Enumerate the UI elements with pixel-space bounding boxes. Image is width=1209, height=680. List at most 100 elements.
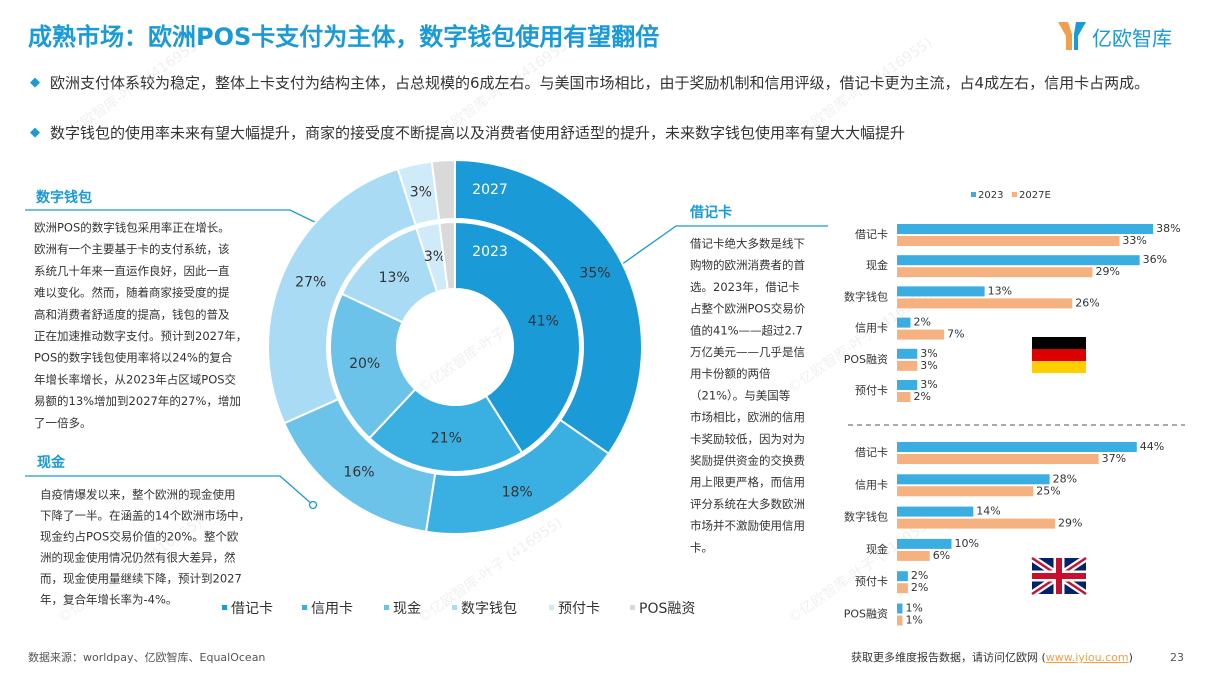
value-label: 29% [1058, 517, 1082, 530]
legend-marker [384, 605, 389, 610]
bar [897, 224, 1154, 234]
panel-line: 难以变化。然而，随着商家接受度的提 [34, 286, 230, 300]
slice-label: 41% [528, 313, 559, 329]
category-label: 预付卡 [855, 575, 888, 588]
category-label: 现金 [866, 258, 888, 272]
slice-label: 18% [502, 484, 533, 500]
legend-marker [1012, 192, 1017, 197]
panel-line: 洲的现金使用情况仍然有很大差异，然 [40, 551, 236, 565]
value-label: 1% [905, 614, 922, 627]
bar [897, 550, 930, 561]
legend-label: 预付卡 [558, 601, 600, 617]
flag-de [1032, 337, 1086, 373]
bar [897, 474, 1050, 485]
panel-line: 下降了一半。在涵盖的14个欧洲市场中， [40, 509, 250, 523]
value-label: 33% [1122, 234, 1146, 247]
bar [897, 348, 918, 359]
panel-line: 易额的13%增加到2027年的27%，增加 [34, 394, 241, 408]
bar [897, 442, 1137, 452]
bullet: ◆ 数字钱包的使用率未来有望大幅提升，商家的接受度不断提高以及消费者使用舒适型的提… [30, 124, 906, 142]
panel-line: POS的数字钱包使用率将以24%的复合 [34, 351, 233, 365]
value-label: 3% [920, 359, 937, 372]
source: 数据来源：worldpay、亿欧智库、EqualOcean [28, 650, 265, 664]
bullet-text: 数字钱包的使用率未来有望大幅提升，商家的接受度不断提高以及消费者使用舒适型的提升… [50, 124, 906, 142]
panel-title: 数字钱包 [36, 189, 92, 206]
category-label: 信用卡 [855, 322, 888, 335]
legend-label: 现金 [393, 601, 421, 617]
value-label: 2% [911, 581, 928, 594]
slice-label: 3% [410, 185, 432, 201]
value-label: 44% [1140, 440, 1164, 453]
panel-line: 而，现金使用量继续下降，预计到2027 [40, 572, 242, 586]
value-label: 38% [1156, 222, 1180, 235]
value-label: 2% [911, 569, 928, 582]
panel-line: 正在加速推动数字支付。预计到2027年， [34, 329, 247, 343]
panel-line: 现金约占POS交易价值的20%。整个欧 [40, 530, 239, 544]
logo-text: 亿欧智库 [1092, 27, 1172, 51]
bar [897, 267, 1093, 278]
value-label: 1% [905, 602, 922, 615]
value-label: 3% [920, 378, 937, 391]
bar [897, 603, 903, 614]
bar [897, 380, 918, 390]
panel-line: 年，复合年增长率为-4%。 [40, 593, 177, 607]
value-label: 37% [1102, 452, 1126, 465]
panel-line: 用卡份额的两倍 [690, 367, 771, 381]
ring-label: 2027 [472, 182, 508, 198]
bar [897, 317, 911, 328]
logo-icon [1058, 22, 1086, 50]
footer-note: 获取更多维度报告数据，请访问亿欧网 (www.iyiou.com) [851, 650, 1133, 664]
panel-line: 系统几十年来一直运作良好，因此一直 [34, 264, 230, 278]
slice-label: 20% [349, 356, 380, 372]
category-label: 预付卡 [855, 384, 888, 397]
panel-line: 评分系统在大多数欧洲 [690, 497, 805, 511]
category-label: 现金 [866, 542, 888, 556]
legend-label: 2027E [1019, 190, 1051, 201]
bar [897, 329, 945, 340]
legend-marker [222, 605, 227, 610]
legend-label: 信用卡 [311, 601, 353, 617]
bar [897, 392, 911, 402]
bar [897, 236, 1120, 246]
panel-line: 自疫情爆发以来，整个欧洲的现金使用 [40, 488, 236, 502]
bar [897, 454, 1099, 464]
panel-line: 用上限更严格，而信用 [690, 475, 805, 489]
panel-title: 借记卡 [689, 204, 732, 221]
category-label: POS融资 [844, 608, 888, 621]
slice-label: 16% [343, 464, 374, 480]
bar [897, 360, 918, 371]
legend-marker [630, 605, 635, 610]
value-label: 6% [933, 549, 950, 562]
category-label: 借记卡 [855, 228, 888, 241]
value-label: 10% [955, 537, 979, 550]
slice-label: 3% [424, 249, 446, 265]
bar [897, 571, 908, 582]
bar [897, 583, 908, 594]
panel-line: 市场并不激励使用信用 [690, 519, 805, 533]
value-label: 25% [1036, 484, 1060, 497]
panel-line: 购物的欧洲消费者的首 [690, 258, 805, 272]
donut-slice [438, 220, 456, 291]
panel-title: 现金 [37, 454, 66, 471]
panel-line: 市场相比，欧洲的信用 [690, 410, 805, 424]
donut-slice [368, 387, 524, 473]
footer-text: 获取更多维度报告数据，请访问亿欧网 ( [851, 650, 1046, 664]
slice-label: 21% [431, 431, 462, 447]
category-label: POS融资 [844, 353, 888, 366]
panel-line: 值的41%——超过2.7 [690, 323, 803, 337]
footer-link[interactable]: www.iyiou.com [1046, 651, 1129, 664]
slice-label: 13% [379, 270, 410, 286]
value-label: 7% [947, 328, 964, 341]
panel-line: 万亿美元——几乎是信 [690, 345, 805, 359]
legend-marker [302, 605, 307, 610]
footer-close: ) [1129, 651, 1133, 664]
legend-label: 数字钱包 [461, 601, 517, 617]
value-label: 13% [988, 284, 1012, 297]
panel-line: 卡。 [690, 540, 713, 554]
legend-marker [971, 192, 976, 197]
panel-line: 卡奖励较低，因为对为 [690, 432, 805, 446]
bar [897, 255, 1140, 266]
panel-line: 了一倍多。 [34, 416, 92, 430]
slice-label: 35% [579, 266, 610, 282]
